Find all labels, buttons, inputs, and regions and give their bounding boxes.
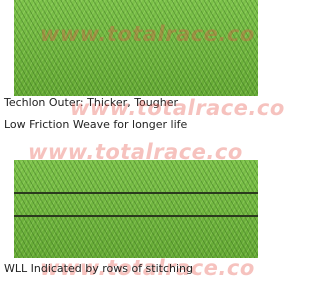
stitching xyxy=(14,192,258,194)
fabric-image xyxy=(14,0,258,96)
watermark: www.totalrace.co xyxy=(40,22,255,46)
caption: Low Friction Weave for longer life xyxy=(4,118,187,131)
stitching xyxy=(14,215,258,217)
fabric-image xyxy=(14,160,258,258)
page: www.totalrace.co Techlon Outer: Thicker,… xyxy=(0,0,258,281)
watermark: www.totalrace.co xyxy=(70,96,285,120)
caption: WLL Indicated by rows of stitching xyxy=(4,262,193,275)
